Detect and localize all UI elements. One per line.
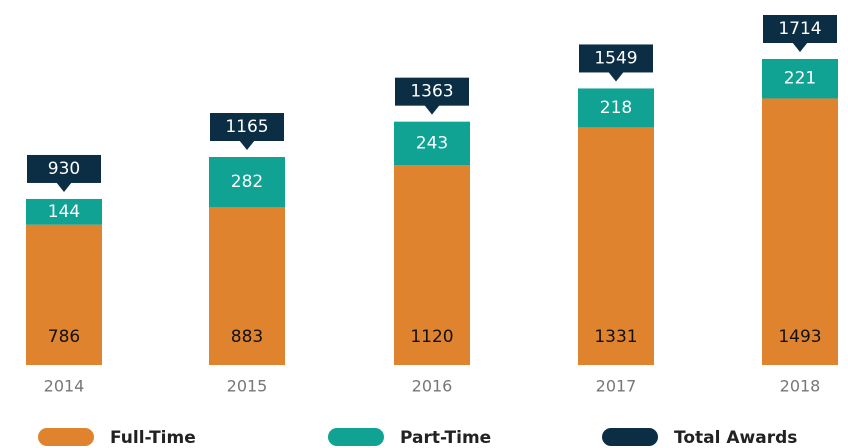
data-label: 1493 [778, 327, 821, 347]
legend-label: Full-Time [110, 428, 196, 448]
data-label: 883 [231, 327, 263, 347]
callout-pointer [424, 104, 440, 115]
data-label: 243 [416, 133, 448, 153]
total-label: 1165 [225, 117, 268, 137]
x-tick-label: 2014 [44, 377, 85, 396]
legend-label: Part-Time [400, 428, 491, 448]
total-callout [579, 44, 653, 73]
callout-pointer [792, 42, 808, 52]
x-tick-label: 2015 [227, 377, 268, 396]
bar-segment [26, 224, 102, 365]
x-tick-label: 2017 [596, 377, 637, 396]
bar-segment [578, 88, 654, 128]
callout-pointer [56, 181, 72, 192]
callout-pointer [239, 140, 255, 151]
bar-segment [394, 165, 470, 365]
bar-segment [26, 198, 102, 225]
bar-segment [209, 207, 285, 365]
legend-swatch [38, 428, 94, 446]
total-callout [763, 15, 837, 43]
x-tick-label: 2018 [780, 377, 821, 396]
x-tick-label: 2016 [412, 377, 453, 396]
data-label: 786 [48, 327, 80, 347]
bar-segment [394, 121, 470, 166]
data-label: 144 [48, 202, 80, 222]
legend-swatch [602, 428, 658, 446]
total-callout [27, 154, 101, 183]
total-label: 1714 [778, 19, 821, 39]
total-callout [210, 113, 284, 142]
bar-segment [578, 127, 654, 366]
data-label: 1120 [410, 327, 453, 347]
data-label: 282 [231, 172, 263, 192]
legend-swatch [328, 428, 384, 446]
legend-label: Total Awards [674, 428, 797, 448]
total-label: 930 [48, 159, 80, 179]
data-label: 218 [600, 98, 632, 118]
total-label: 1363 [410, 82, 453, 102]
bar-segment [762, 98, 838, 365]
data-label: 1331 [594, 327, 637, 347]
callout-pointer [608, 71, 624, 82]
bar-segment [762, 59, 838, 99]
total-callout [395, 77, 469, 106]
bar-segment [209, 157, 285, 208]
total-label: 1549 [594, 48, 637, 68]
data-label: 221 [784, 69, 816, 89]
